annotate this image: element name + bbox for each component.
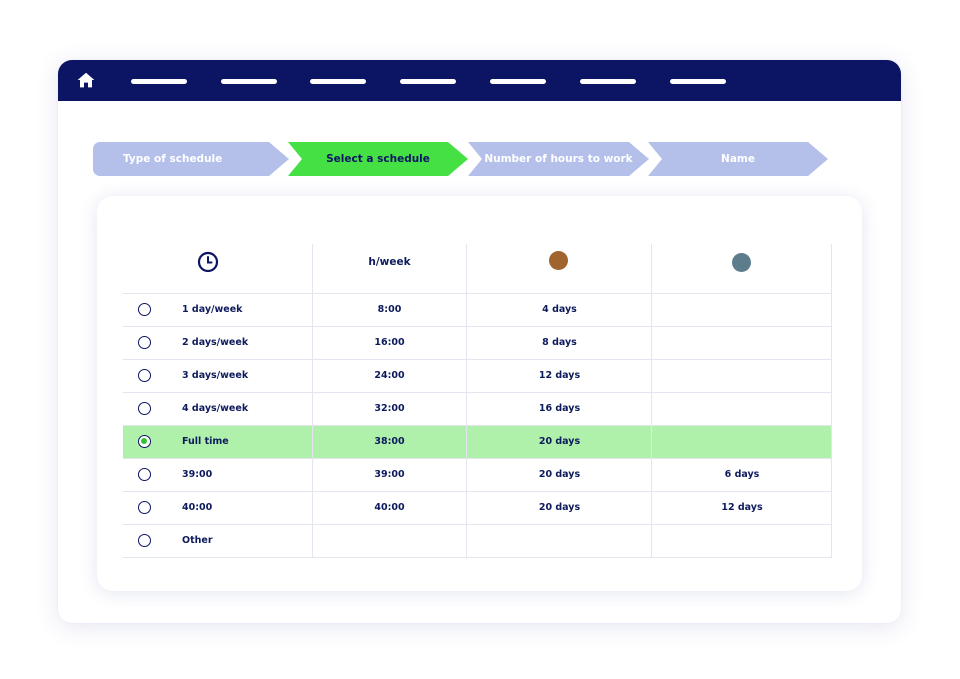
clock-icon bbox=[197, 251, 219, 273]
row-days: 8 days bbox=[542, 337, 577, 348]
row-label: 4 days/week bbox=[182, 403, 249, 414]
nav-item-placeholder[interactable] bbox=[490, 79, 546, 84]
row-extra-days: 6 days bbox=[724, 469, 760, 480]
row-hours: 32:00 bbox=[374, 403, 405, 414]
schedule-radio-button[interactable] bbox=[138, 468, 151, 481]
nav-item-placeholder[interactable] bbox=[580, 79, 636, 84]
table-row[interactable]: Full time 38:00 20 days bbox=[123, 426, 832, 459]
nav-item-placeholder[interactable] bbox=[221, 79, 277, 84]
row-label: 2 days/week bbox=[182, 337, 249, 348]
column-divider bbox=[466, 244, 467, 558]
nav-item-placeholder[interactable] bbox=[400, 79, 456, 84]
row-label: Full time bbox=[182, 436, 229, 447]
step-name[interactable]: Name bbox=[648, 142, 828, 176]
schedule-radio-button[interactable] bbox=[138, 534, 151, 547]
table-row[interactable]: Other bbox=[123, 525, 832, 558]
nav-item-placeholder[interactable] bbox=[670, 79, 726, 84]
nav-item-placeholder[interactable] bbox=[131, 79, 187, 84]
slate-circle-icon bbox=[732, 253, 751, 272]
step-label: Type of schedule bbox=[123, 153, 223, 165]
brown-circle-icon bbox=[549, 251, 568, 270]
home-icon[interactable] bbox=[77, 72, 95, 88]
schedule-radio-button[interactable] bbox=[138, 402, 151, 415]
nav-item-placeholder[interactable] bbox=[310, 79, 366, 84]
schedule-radio-button[interactable] bbox=[138, 303, 151, 316]
schedule-radio-button[interactable] bbox=[138, 336, 151, 349]
top-nav-bar bbox=[58, 60, 901, 101]
row-label: 1 day/week bbox=[182, 304, 243, 315]
row-days: 20 days bbox=[538, 502, 581, 513]
row-days: 20 days bbox=[538, 469, 581, 480]
row-extra-days: 12 days bbox=[721, 502, 763, 513]
schedule-card: h/week 1 day/week 8:00 4 days 2 days/week 16… bbox=[97, 196, 862, 591]
table-header: h/week bbox=[123, 244, 832, 294]
schedule-radio-button[interactable] bbox=[138, 501, 151, 514]
table-row[interactable]: 39:00 39:00 20 days 6 days bbox=[123, 459, 832, 492]
header-hours-per-week: h/week bbox=[368, 256, 411, 268]
step-select-a-schedule[interactable]: Select a schedule bbox=[288, 142, 468, 176]
row-hours: 38:00 bbox=[374, 436, 405, 447]
step-type-of-schedule[interactable]: Type of schedule bbox=[93, 142, 289, 176]
row-hours: 39:00 bbox=[374, 469, 405, 480]
table-row[interactable]: 4 days/week 32:00 16 days bbox=[123, 393, 832, 426]
row-hours: 40:00 bbox=[374, 502, 405, 513]
step-label: Name bbox=[721, 153, 755, 165]
column-divider bbox=[831, 244, 832, 558]
table-row[interactable]: 40:00 40:00 20 days 12 days bbox=[123, 492, 832, 525]
row-days: 20 days bbox=[538, 436, 581, 447]
row-days: 4 days bbox=[542, 304, 577, 315]
column-divider bbox=[312, 244, 313, 558]
row-hours: 16:00 bbox=[374, 337, 405, 348]
column-divider bbox=[651, 244, 652, 558]
step-label: Number of hours to work bbox=[484, 153, 633, 165]
row-label: 39:00 bbox=[182, 469, 213, 480]
stepper: Type of schedule Select a schedule Numbe… bbox=[93, 142, 833, 178]
schedule-radio-button[interactable] bbox=[138, 369, 151, 382]
step-number-of-hours[interactable]: Number of hours to work bbox=[468, 142, 649, 176]
table-row[interactable]: 1 day/week 8:00 4 days bbox=[123, 294, 832, 327]
table-row[interactable]: 3 days/week 24:00 12 days bbox=[123, 360, 832, 393]
row-days: 16 days bbox=[538, 403, 581, 414]
row-label: Other bbox=[182, 535, 213, 546]
row-label: 40:00 bbox=[182, 502, 213, 513]
step-label: Select a schedule bbox=[326, 153, 430, 165]
row-hours: 24:00 bbox=[374, 370, 405, 381]
app-window: Type of schedule Select a schedule Numbe… bbox=[58, 60, 901, 623]
row-days: 12 days bbox=[538, 370, 581, 381]
row-label: 3 days/week bbox=[182, 370, 249, 381]
row-hours: 8:00 bbox=[377, 304, 402, 315]
schedule-radio-button[interactable] bbox=[138, 435, 151, 448]
table-row[interactable]: 2 days/week 16:00 8 days bbox=[123, 327, 832, 360]
